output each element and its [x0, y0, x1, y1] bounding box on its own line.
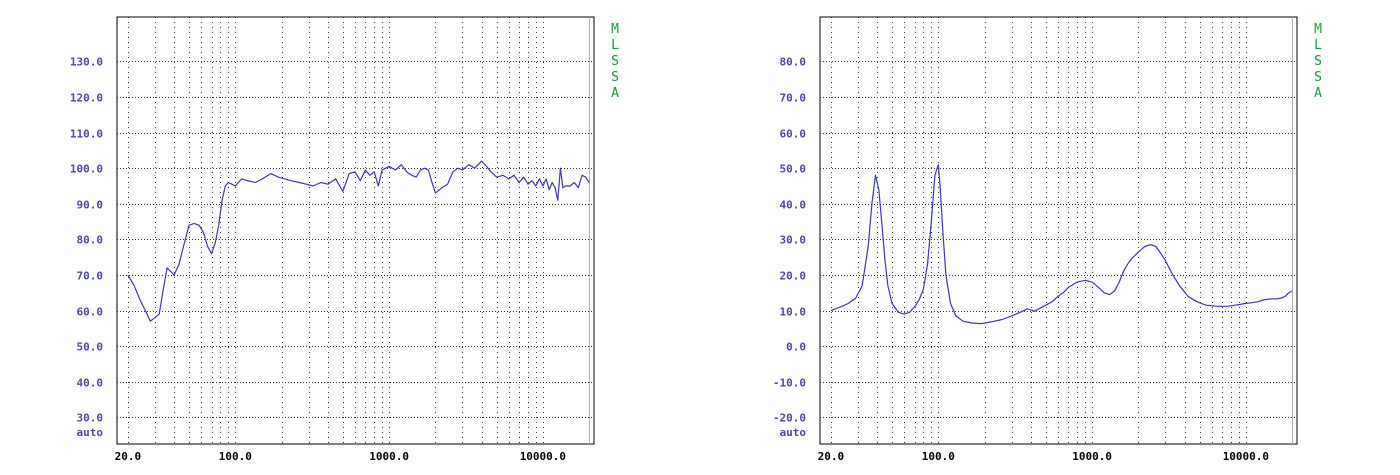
- y-auto-label: auto: [780, 426, 807, 439]
- y-tick-label: 80.0: [77, 234, 104, 247]
- x-tick-label: 1000.0: [369, 450, 409, 463]
- series-line: [127, 160, 590, 322]
- plot-frame: [819, 16, 1298, 445]
- plot-frame: [116, 16, 595, 445]
- mlssa-letter: A: [1314, 86, 1322, 101]
- mlssa-letter: M: [611, 22, 619, 37]
- y-tick-label: -10.0: [773, 377, 806, 390]
- x-tick-label: 20.0: [115, 450, 142, 463]
- y-tick-label: 50.0: [77, 341, 104, 354]
- right-impedance-chart: 80.0 70.0 60.0 50.0 40.0 30.0 20.0 10.0 0.0 -10.0…: [773, 16, 1322, 463]
- left-frequency-response-chart: 130.0 120.0 110.0 100.0 90.0 80.0 70.0 60.0 50.0…: [70, 16, 619, 463]
- series-line: [830, 164, 1293, 325]
- y-tick-label: 100.0: [70, 163, 103, 176]
- mlssa-letter: L: [611, 38, 619, 53]
- y-tick-label: 60.0: [77, 306, 104, 319]
- mlssa-letter: S: [1314, 54, 1322, 69]
- y-tick-label: -20.0: [773, 412, 806, 425]
- y-tick-label: 130.0: [70, 56, 103, 69]
- y-tick-label: 110.0: [70, 128, 103, 141]
- x-tick-label: 100.0: [219, 450, 252, 463]
- y-tick-label: 70.0: [780, 92, 807, 105]
- y-tick-label: 80.0: [780, 56, 807, 69]
- y-tick-label: 0.0: [786, 341, 806, 354]
- y-tick-label: 70.0: [77, 270, 104, 283]
- y-tick-label: 20.0: [780, 270, 807, 283]
- y-tick-label: 50.0: [780, 163, 807, 176]
- x-tick-label: 20.0: [818, 450, 845, 463]
- mlssa-letter: S: [611, 54, 619, 69]
- x-tick-label: 10000.0: [520, 450, 566, 463]
- mlssa-letter: L: [1314, 38, 1322, 53]
- mlssa-letter: S: [611, 70, 619, 85]
- y-tick-label: 40.0: [77, 377, 104, 390]
- y-tick-label: 60.0: [780, 128, 807, 141]
- y-tick-label: 90.0: [77, 199, 104, 212]
- y-tick-label: 30.0: [77, 412, 104, 425]
- y-tick-label: 10.0: [780, 306, 807, 319]
- x-tick-label: 10000.0: [1223, 450, 1269, 463]
- x-tick-label: 100.0: [922, 450, 955, 463]
- y-auto-label: auto: [77, 426, 104, 439]
- mlssa-letter: M: [1314, 22, 1322, 37]
- mlssa-letter: A: [611, 86, 619, 101]
- x-tick-label: 1000.0: [1072, 450, 1112, 463]
- mlssa-letter: S: [1314, 70, 1322, 85]
- y-tick-label: 40.0: [780, 199, 807, 212]
- y-tick-label: 30.0: [780, 234, 807, 247]
- y-tick-label: 120.0: [70, 92, 103, 105]
